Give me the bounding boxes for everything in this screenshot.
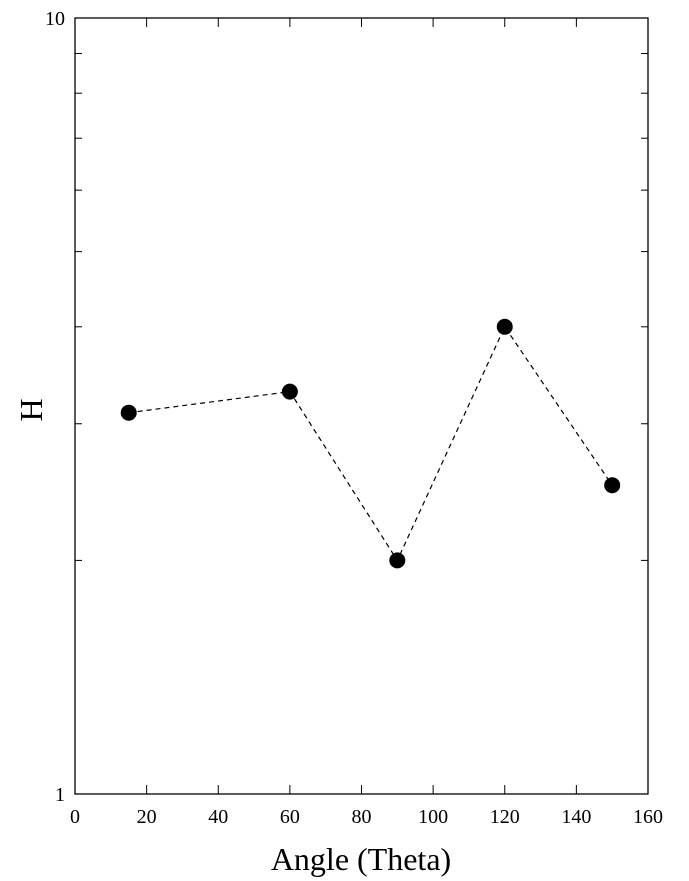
plot-frame <box>74 17 649 795</box>
data-point <box>120 404 137 421</box>
y-ticks: 1 10 <box>45 8 648 806</box>
x-tick-label: 80 <box>352 806 372 828</box>
data-point <box>389 552 406 569</box>
x-tick-label: 0 <box>70 806 80 828</box>
y-tick-label: 10 <box>45 8 65 30</box>
series-group <box>120 318 621 569</box>
data-point <box>281 383 298 400</box>
x-axis-title: Angle (Theta) <box>271 841 451 877</box>
x-tick-label: 100 <box>418 806 448 828</box>
minor-ticks <box>75 53 648 561</box>
y-tick-label: 1 <box>55 784 65 806</box>
x-tick-label: 20 <box>137 806 157 828</box>
x-tick-label: 160 <box>633 806 663 828</box>
x-tick-label: 40 <box>208 806 228 828</box>
y-axis-title: H <box>13 398 49 421</box>
x-ticks: 0 20 40 60 80 100 120 140 160 <box>70 18 663 828</box>
x-tick-label: 60 <box>280 806 300 828</box>
data-point <box>604 477 621 494</box>
series-line <box>128 325 613 562</box>
x-tick-label: 140 <box>561 806 591 828</box>
data-point <box>496 318 513 335</box>
x-tick-label: 120 <box>490 806 520 828</box>
